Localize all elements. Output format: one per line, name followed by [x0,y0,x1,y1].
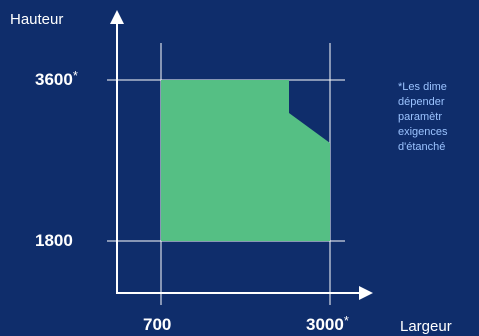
footnote-line: exigences [398,126,448,138]
footnote: *Les dime dépender paramètr exigences d'… [398,80,448,155]
y-tick-max-value: 3600 [35,70,73,89]
y-axis-title: Hauteur [10,11,64,28]
x-tick-min: 700 [143,315,172,334]
footnote-line: paramètr [398,111,443,123]
x-tick-max-value: 3000 [306,315,344,334]
footnote-line: dépender [398,96,445,108]
footnote-line: *Les dime [398,81,447,93]
valid-size-area [161,80,330,241]
y-axis-arrow-icon [110,10,124,24]
y-tick-max-asterisk: * [72,68,78,83]
footnote-line: d'étanché [398,141,446,153]
y-tick-min: 1800 [35,231,73,250]
x-axis-title: Largeur [400,318,452,335]
y-tick-max: 3600* [35,68,78,90]
x-axis-arrow-icon [359,286,373,300]
x-tick-max: 3000* [306,313,349,335]
x-tick-max-asterisk: * [343,313,349,328]
